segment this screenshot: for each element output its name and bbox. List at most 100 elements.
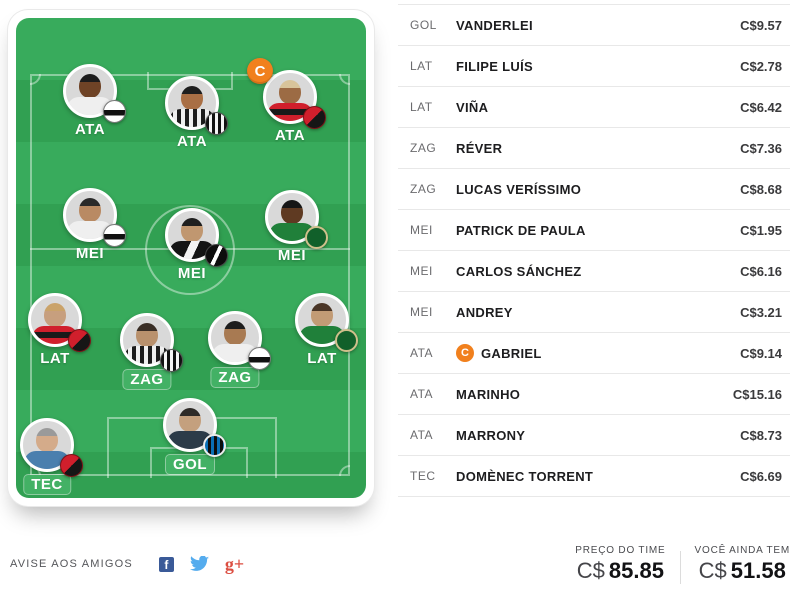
captain-icon: C	[247, 58, 273, 84]
position-label: LAT	[307, 350, 337, 367]
player-jersey	[67, 221, 113, 239]
club-crest-icon	[103, 100, 126, 123]
currency-symbol: C$	[576, 558, 605, 583]
pitch-player[interactable]: C ATA	[247, 58, 326, 144]
roster-player-price: C$8.68	[740, 181, 782, 197]
roster-player-price: C$8.73	[740, 427, 782, 443]
roster-player-name: FILIPE LUÍS	[456, 58, 533, 74]
pitch-player[interactable]: MEI	[165, 208, 228, 282]
roster-position: ATA	[410, 346, 434, 360]
pitch-player[interactable]: ZAG	[120, 313, 183, 389]
player-avatar[interactable]	[165, 76, 219, 130]
player-head	[79, 198, 101, 222]
pitch-player[interactable]: MEI	[265, 190, 328, 264]
remaining-budget-label: VOCÊ AINDA TEM	[694, 545, 790, 556]
position-label: MEI	[75, 245, 105, 262]
roster-position: TEC	[410, 469, 436, 483]
roster-row[interactable]: ZAG RÉVER C$7.36	[398, 128, 790, 169]
position-label: LAT	[40, 350, 70, 367]
team-price-label: PREÇO DO TIME	[575, 545, 666, 556]
roster-player-name: MARINHO	[456, 386, 521, 402]
position-label: ATA	[176, 133, 208, 150]
roster-player-price: C$1.95	[740, 222, 782, 238]
roster-position: ATA	[410, 428, 434, 442]
roster-row[interactable]: LAT VIÑA C$6.42	[398, 87, 790, 128]
twitter-icon[interactable]	[189, 556, 209, 572]
pitch-player[interactable]: LAT	[28, 293, 91, 367]
position-label: MEI	[177, 265, 207, 282]
remaining-budget-block: VOCÊ AINDA TEM C$ 51.58	[681, 545, 790, 584]
facebook-icon[interactable]: f	[158, 556, 174, 572]
roster-row[interactable]: ATA MARRONY C$8.73	[398, 415, 790, 456]
player-head	[44, 303, 66, 327]
player-head	[224, 321, 246, 345]
player-head	[36, 428, 58, 452]
player-jersey	[32, 326, 78, 344]
position-label: GOL	[166, 455, 214, 474]
roster-player-name: VANDERLEI	[456, 17, 533, 33]
roster-row[interactable]: MEI ANDREY C$3.21	[398, 292, 790, 333]
player-jersey	[269, 223, 315, 241]
player-avatar[interactable]	[263, 70, 317, 124]
player-jersey	[267, 103, 313, 121]
player-jersey	[124, 346, 170, 364]
roster-player-name: LUCAS VERÍSSIMO	[456, 181, 582, 197]
pitch-player[interactable]: ATA	[63, 64, 126, 138]
budget-summary: PREÇO DO TIME C$ 85.85 VOCÊ AINDA TEM C$ 5…	[561, 545, 790, 584]
position-label: ZAG	[211, 368, 259, 387]
roster-row[interactable]: MEI CARLOS SÁNCHEZ C$6.16	[398, 251, 790, 292]
pitch-player[interactable]: LAT	[295, 293, 358, 367]
roster-player-name: DOMÈNEC TORRENT	[456, 468, 594, 484]
roster-row[interactable]: LAT FILIPE LUÍS C$2.78	[398, 46, 790, 87]
roster-position: MEI	[410, 264, 433, 278]
pitch-player[interactable]: TEC	[20, 418, 83, 494]
roster-player-name: GABRIEL	[481, 345, 542, 361]
roster-player-name: ANDREY	[456, 304, 513, 320]
pitch-player[interactable]: MEI	[63, 188, 126, 262]
team-price-value: C$ 85.85	[576, 558, 664, 583]
share-bar: AVISE AOS AMIGOS f g+	[10, 554, 245, 574]
player-head	[179, 408, 201, 432]
corner-arc	[339, 465, 350, 476]
roster-player-price: C$2.78	[740, 58, 782, 74]
player-head	[79, 74, 101, 98]
roster-row[interactable]: TEC DOMÈNEC TORRENT C$6.69	[398, 456, 790, 497]
club-crest-icon	[335, 329, 358, 352]
remaining-budget-value: C$ 51.58	[698, 558, 786, 583]
roster-position: LAT	[410, 59, 433, 73]
pitch-player[interactable]: GOL	[163, 398, 226, 474]
pitch-player[interactable]: ATA	[165, 76, 228, 150]
roster-player-price: C$9.14	[740, 345, 782, 361]
roster-player-price: C$7.36	[740, 140, 782, 156]
club-crest-icon	[103, 224, 126, 247]
roster-player-name: CARLOS SÁNCHEZ	[456, 263, 582, 279]
roster-player-price: C$15.16	[732, 386, 782, 402]
roster-position: MEI	[410, 305, 433, 319]
club-crest-icon	[248, 347, 271, 370]
player-jersey	[67, 97, 113, 115]
googleplus-icon[interactable]: g+	[224, 554, 245, 574]
roster-player-name: MARRONY	[456, 427, 526, 443]
pitch-card: ATA ATA C ATA MEI	[8, 10, 374, 506]
roster-row[interactable]: MEI PATRICK DE PAULA C$1.95	[398, 210, 790, 251]
roster-player-price: C$3.21	[740, 304, 782, 320]
currency-symbol: C$	[698, 558, 727, 583]
roster-row[interactable]: ATA MARINHO C$15.16	[398, 374, 790, 415]
roster-row[interactable]: ZAG LUCAS VERÍSSIMO C$8.68	[398, 169, 790, 210]
pitch-player[interactable]: ZAG	[208, 311, 271, 387]
position-label: ATA	[274, 127, 306, 144]
club-crest-icon	[203, 434, 226, 457]
position-label: TEC	[24, 475, 70, 494]
roster-position: ZAG	[410, 182, 437, 196]
player-avatar[interactable]	[295, 293, 349, 347]
club-crest-icon	[303, 106, 326, 129]
roster-position: GOL	[410, 18, 437, 32]
club-crest-icon	[205, 244, 228, 267]
roster-row[interactable]: ATA C GABRIEL C$9.14	[398, 333, 790, 374]
roster-row[interactable]: GOL VANDERLEI C$9.57	[398, 5, 790, 46]
position-label: MEI	[277, 247, 307, 264]
roster-position: ATA	[410, 387, 434, 401]
center-circle-line	[145, 205, 235, 295]
player-jersey	[24, 451, 70, 469]
